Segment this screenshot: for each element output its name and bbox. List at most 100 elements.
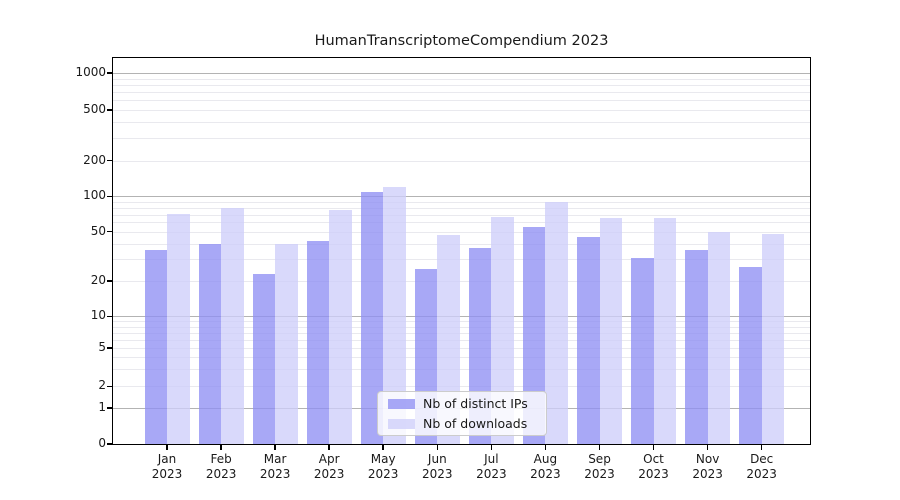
chart-title: HumanTranscriptomeCompendium 2023 xyxy=(314,33,609,49)
bar-distinct-ips-sep xyxy=(577,237,600,444)
minor-gridline xyxy=(113,259,810,261)
bar-downloads-may xyxy=(383,186,406,444)
x-axis-tick xyxy=(436,445,439,450)
major-gridline xyxy=(113,73,810,75)
y-axis-tick-label: 1000 xyxy=(75,65,106,80)
y-axis-tick xyxy=(107,109,112,111)
x-axis-tick-label: May 2023 xyxy=(367,452,399,481)
x-axis-tick-label: Nov 2023 xyxy=(692,452,723,481)
legend-swatch-distinct-ips xyxy=(388,398,415,409)
x-axis-tick-label: Oct 2023 xyxy=(638,452,669,481)
legend-swatch-downloads xyxy=(388,418,415,429)
x-axis-tick xyxy=(598,445,601,450)
minor-gridline xyxy=(113,110,810,111)
x-axis-tick-label: Apr 2023 xyxy=(313,452,345,481)
y-axis-tick-label: 0 xyxy=(98,436,106,450)
x-axis-tick xyxy=(652,445,655,450)
x-axis-tick xyxy=(490,445,493,450)
y-axis-tick xyxy=(107,195,112,198)
minor-gridline xyxy=(113,214,810,216)
minor-gridline xyxy=(113,201,810,203)
x-axis-tick-label: Jul 2023 xyxy=(476,452,507,481)
x-axis-tick xyxy=(220,445,222,450)
y-axis-tick xyxy=(107,159,112,162)
bar-distinct-ips-mar xyxy=(252,273,276,444)
bar-downloads-dec xyxy=(761,233,785,444)
bar-downloads-nov xyxy=(707,231,731,444)
minor-gridline xyxy=(113,231,810,233)
x-axis-tick xyxy=(166,445,168,450)
minor-gridline xyxy=(113,92,810,94)
minor-gridline xyxy=(113,386,810,388)
bar-downloads-jan xyxy=(167,213,190,444)
minor-gridline xyxy=(113,357,810,359)
minor-gridline xyxy=(113,281,810,283)
legend-box: Nb of distinct IPs Nb of downloads xyxy=(377,391,547,436)
x-axis-tick xyxy=(382,445,384,450)
minor-gridline xyxy=(113,243,810,245)
x-axis-tick-label: Aug 2023 xyxy=(530,452,561,481)
minor-gridline xyxy=(113,122,810,124)
minor-gridline xyxy=(113,78,810,80)
bar-downloads-oct xyxy=(653,218,676,444)
bar-distinct-ips-may xyxy=(360,191,384,444)
y-axis-tick xyxy=(107,280,112,282)
minor-gridline xyxy=(113,207,810,209)
bar-distinct-ips-jan xyxy=(144,249,167,444)
minor-gridline xyxy=(113,85,810,87)
bar-distinct-ips-dec xyxy=(739,267,762,444)
bar-distinct-ips-nov xyxy=(685,249,708,444)
y-axis-tick-label: 10 xyxy=(90,308,106,323)
bar-downloads-aug xyxy=(545,201,568,444)
y-axis-tick xyxy=(107,315,112,318)
bar-distinct-ips-oct xyxy=(631,257,654,444)
minor-gridline xyxy=(113,222,810,224)
bar-downloads-mar xyxy=(275,243,298,444)
bar-distinct-ips-apr xyxy=(306,241,330,444)
y-axis-tick xyxy=(107,407,112,409)
x-axis-tick-label: Sep 2023 xyxy=(584,452,615,481)
y-axis-tick xyxy=(107,385,112,388)
y-axis-tick-label: 2 xyxy=(98,378,106,393)
bar-downloads-feb xyxy=(221,207,244,444)
major-gridline xyxy=(113,196,810,198)
y-axis-tick-label: 50 xyxy=(90,223,106,238)
minor-gridline xyxy=(113,326,810,328)
bar-downloads-sep xyxy=(599,217,622,444)
x-axis-tick xyxy=(706,445,709,450)
minor-gridline xyxy=(113,160,810,162)
x-axis-tick-label: Feb 2023 xyxy=(205,452,237,481)
x-axis-tick-label: Jan 2023 xyxy=(151,452,183,481)
bar-distinct-ips-aug xyxy=(522,226,546,444)
minor-gridline xyxy=(113,332,810,334)
minor-gridline xyxy=(113,321,810,323)
x-axis-tick xyxy=(328,445,330,450)
minor-gridline xyxy=(113,339,810,341)
y-axis-tick-label: 20 xyxy=(90,273,106,288)
y-axis-tick-label: 200 xyxy=(83,152,106,167)
x-axis-tick xyxy=(544,445,547,450)
y-axis-tick xyxy=(107,72,112,74)
y-axis-tick-label: 1 xyxy=(98,400,106,414)
y-axis-tick-label: 500 xyxy=(83,102,106,116)
x-axis-tick-label: Jun 2023 xyxy=(422,452,453,481)
y-axis-tick-label: 5 xyxy=(98,340,106,354)
minor-gridline xyxy=(113,100,810,102)
major-gridline xyxy=(113,316,810,318)
plot-area xyxy=(112,57,811,445)
y-axis-tick xyxy=(107,347,112,349)
bar-distinct-ips-feb xyxy=(198,243,222,444)
legend-label: Nb of downloads xyxy=(423,416,528,431)
y-axis-tick xyxy=(107,230,112,233)
bar-downloads-apr xyxy=(329,210,352,444)
minor-gridline xyxy=(113,138,810,140)
legend-entry-downloads: Nb of downloads xyxy=(386,416,538,431)
minor-gridline xyxy=(113,369,810,371)
minor-gridline xyxy=(113,348,810,349)
legend-entry-distinct-ips: Nb of distinct IPs xyxy=(386,396,538,411)
bar-downloads-jul xyxy=(491,216,514,444)
x-axis-tick-label: Dec 2023 xyxy=(746,452,777,481)
legend-label: Nb of distinct IPs xyxy=(423,396,528,411)
y-axis-tick-label: 100 xyxy=(83,188,106,203)
